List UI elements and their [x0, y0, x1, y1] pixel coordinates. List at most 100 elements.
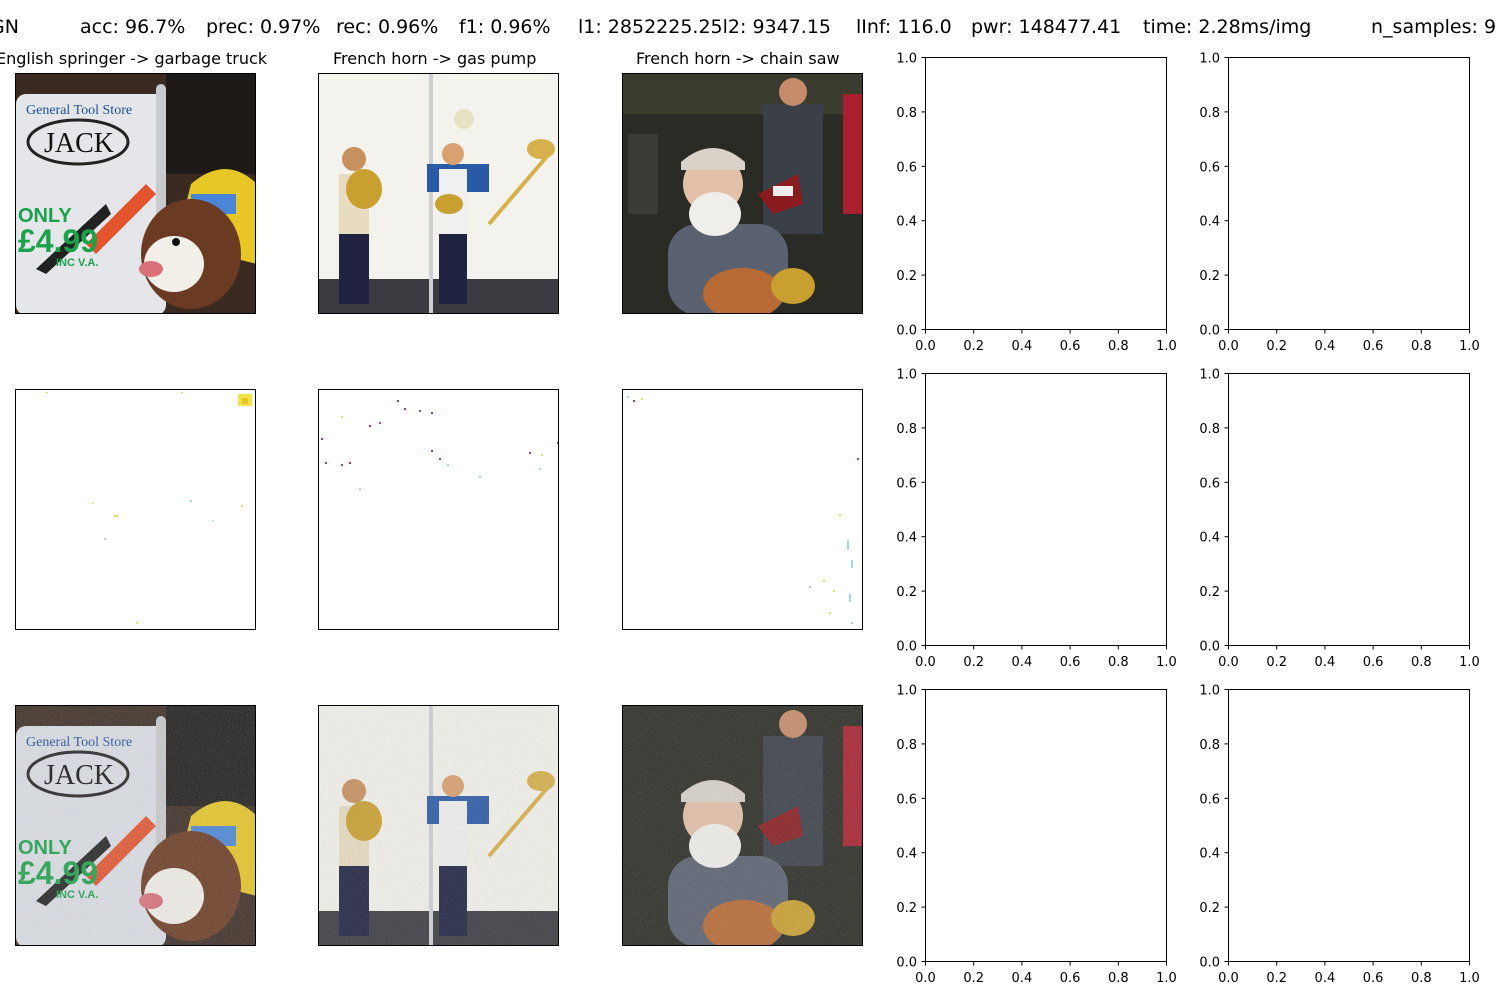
- y-tick-label: 0.6: [896, 476, 917, 491]
- y-tick-label: 0.8: [896, 738, 917, 753]
- x-tick-label: 0.0: [915, 655, 936, 670]
- empty-axes-r3c5: 0.0 0.2 0.4 0.6 0.8 1.0 0.0 0.2 0.4 0.6 0.8 1.0: [1199, 684, 1480, 987]
- y-tick-label: 0.4: [1199, 215, 1220, 230]
- x-tick-label: 0.8: [1411, 971, 1432, 986]
- y-tick-label: 0.8: [896, 106, 917, 121]
- axes-frame: [925, 689, 1167, 962]
- n-samples-metric: n_samples: 9: [1371, 16, 1497, 38]
- x-tick-label: 1.0: [1459, 971, 1480, 986]
- x-tick-label: 0.4: [1315, 971, 1336, 986]
- x-tick-label: 0.2: [1266, 339, 1287, 354]
- y-tick-label: 0.2: [896, 585, 917, 600]
- time-metric: time: 2.28ms/img: [1143, 16, 1312, 38]
- axes-frame: [1228, 57, 1470, 330]
- y-tick-label: 0.6: [1199, 476, 1220, 491]
- x-tick-label: 0.4: [1315, 339, 1336, 354]
- empty-axes-r1c5: 0.0 0.2 0.4 0.6 0.8 1.0 0.0 0.2 0.4 0.6 0.8 1.0: [1199, 52, 1480, 355]
- y-tick-label: 1.0: [1199, 684, 1220, 699]
- empty-axes-r3c4: 0.0 0.2 0.4 0.6 0.8 1.0 0.0 0.2 0.4 0.6 0.8 1.0: [896, 684, 1177, 987]
- perturbation-image-1: [15, 389, 256, 630]
- sign-only-text: ONLY: [18, 205, 72, 227]
- x-tick-label: 0.8: [1108, 339, 1129, 354]
- x-tick-label: 0.2: [1266, 655, 1287, 670]
- y-tick-label: 0.2: [896, 269, 917, 284]
- y-tick-label: 0.2: [1199, 269, 1220, 284]
- x-tick-label: 0.0: [915, 971, 936, 986]
- x-tick-label: 0.4: [1315, 655, 1336, 670]
- original-image-springer: General Tool Store JACK ONLY £4.99 INC V…: [15, 73, 256, 314]
- sign-brand-text: JACK: [44, 128, 114, 159]
- panel-title-3: French horn -> chain saw: [636, 49, 840, 68]
- x-tick-label: 0.6: [1363, 339, 1384, 354]
- perturbation-image-3: [622, 389, 863, 630]
- adversarial-image-brass-band: [318, 705, 559, 946]
- x-tick-label: 0.0: [915, 339, 936, 354]
- x-tick-label: 0.8: [1411, 339, 1432, 354]
- x-tick-label: 0.0: [1218, 971, 1239, 986]
- y-tick-label: 1.0: [896, 368, 917, 383]
- y-tick-label: 0.4: [896, 531, 917, 546]
- axes-frame: [925, 373, 1167, 646]
- x-tick-label: 0.8: [1411, 655, 1432, 670]
- x-tick-label: 0.6: [1060, 655, 1081, 670]
- x-tick-label: 0.4: [1012, 339, 1033, 354]
- x-tick-label: 1.0: [1156, 339, 1177, 354]
- x-tick-label: 0.2: [963, 339, 984, 354]
- adversarial-image-springer: General Tool Store JACK ONLY £4.99 INC V…: [15, 705, 256, 946]
- x-tick-label: 0.8: [1108, 971, 1129, 986]
- original-image-horn-man: [622, 73, 863, 314]
- x-tick-label: 1.0: [1156, 971, 1177, 986]
- x-tick-label: 0.4: [1012, 655, 1033, 670]
- y-tick-label: 0.8: [1199, 422, 1220, 437]
- y-tick-label: 1.0: [1199, 368, 1220, 383]
- y-tick-label: 0.8: [1199, 106, 1220, 121]
- y-tick-label: 0.4: [896, 847, 917, 862]
- axes-frame: [1228, 373, 1470, 646]
- y-tick-label: 0.0: [1199, 640, 1220, 655]
- y-tick-label: 0.6: [896, 160, 917, 175]
- axes-frame: [925, 57, 1167, 330]
- f1-metric: f1: 0.96%: [459, 16, 551, 38]
- x-tick-label: 1.0: [1459, 339, 1480, 354]
- x-tick-label: 0.6: [1060, 971, 1081, 986]
- x-tick-label: 0.0: [1218, 339, 1239, 354]
- power-metric: pwr: 148477.41: [971, 16, 1122, 38]
- empty-axes-r2c4: 0.0 0.2 0.4 0.6 0.8 1.0 0.0 0.2 0.4 0.6 0.8 1.0: [896, 368, 1177, 671]
- x-tick-label: 0.6: [1363, 971, 1384, 986]
- x-tick-label: 0.6: [1060, 339, 1081, 354]
- x-tick-label: 0.2: [963, 971, 984, 986]
- x-tick-label: 0.6: [1363, 655, 1384, 670]
- linf-metric: lInf: 116.0: [856, 16, 952, 38]
- x-tick-label: 0.2: [963, 655, 984, 670]
- y-tick-label: 0.2: [1199, 901, 1220, 916]
- perturbation-image-2: [318, 389, 559, 630]
- panel-title-2: French horn -> gas pump: [333, 49, 537, 68]
- y-tick-label: 0.6: [1199, 160, 1220, 175]
- x-tick-label: 1.0: [1156, 655, 1177, 670]
- x-tick-label: 0.2: [1266, 971, 1287, 986]
- adversarial-image-horn-man: [622, 705, 863, 946]
- y-tick-label: 0.4: [1199, 847, 1220, 862]
- method-label: GN: [0, 16, 19, 38]
- x-tick-label: 1.0: [1459, 655, 1480, 670]
- y-tick-label: 0.0: [1199, 956, 1220, 971]
- original-image-brass-band: [318, 73, 559, 314]
- y-tick-label: 0.2: [1199, 585, 1220, 600]
- sign-price-text: £4.99: [18, 223, 98, 259]
- y-tick-label: 0.0: [896, 956, 917, 971]
- y-tick-label: 1.0: [1199, 52, 1220, 67]
- l1-l2-metric: l1: 2852225.25l2: 9347.15: [578, 16, 832, 38]
- y-tick-label: 1.0: [896, 52, 917, 67]
- empty-axes-r1c4: 0.0 0.2 0.4 0.6 0.8 1.0 0.0 0.2 0.4 0.6 0.8 1.0: [896, 52, 1177, 355]
- panel-title-1: English springer -> garbage truck: [0, 49, 268, 68]
- y-tick-label: 0.4: [896, 215, 917, 230]
- y-tick-label: 0.0: [1199, 324, 1220, 339]
- x-tick-label: 0.0: [1218, 655, 1239, 670]
- sign-store-text: General Tool Store: [26, 103, 132, 118]
- precision-metric: prec: 0.97%: [206, 16, 321, 38]
- y-tick-label: 1.0: [896, 684, 917, 699]
- y-tick-label: 0.6: [896, 792, 917, 807]
- x-tick-label: 0.4: [1012, 971, 1033, 986]
- axes-frame: [1228, 689, 1470, 962]
- accuracy-metric: acc: 96.7%: [80, 16, 186, 38]
